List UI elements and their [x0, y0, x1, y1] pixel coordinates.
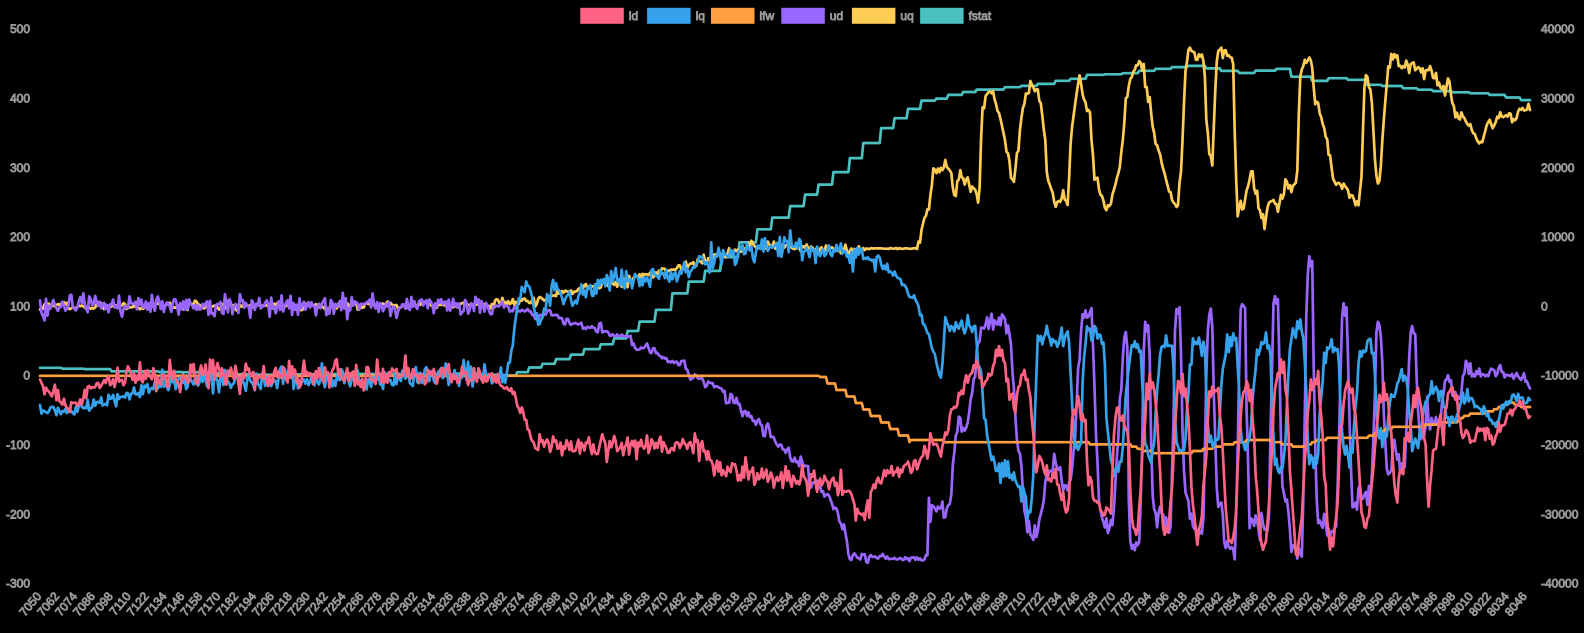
- svg-text:10000: 10000: [1541, 230, 1575, 244]
- svg-text:0: 0: [23, 369, 30, 383]
- svg-text:ud: ud: [830, 9, 843, 23]
- svg-text:300: 300: [10, 161, 30, 175]
- svg-text:-200: -200: [6, 507, 30, 521]
- svg-text:-10000: -10000: [1541, 369, 1579, 383]
- svg-text:20000: 20000: [1541, 161, 1575, 175]
- svg-text:-20000: -20000: [1541, 438, 1579, 452]
- svg-text:id: id: [629, 9, 638, 23]
- svg-text:-100: -100: [6, 438, 30, 452]
- svg-text:100: 100: [10, 299, 30, 313]
- svg-text:400: 400: [10, 91, 30, 105]
- svg-text:-300: -300: [6, 577, 30, 591]
- svg-text:40000: 40000: [1541, 22, 1575, 36]
- svg-text:fstat: fstat: [969, 9, 992, 23]
- svg-text:200: 200: [10, 230, 30, 244]
- svg-text:ifw: ifw: [760, 9, 775, 23]
- svg-text:-40000: -40000: [1541, 577, 1579, 591]
- svg-text:0: 0: [1541, 299, 1548, 313]
- svg-text:uq: uq: [900, 9, 913, 23]
- svg-text:500: 500: [10, 22, 30, 36]
- svg-text:iq: iq: [696, 9, 705, 23]
- svg-text:30000: 30000: [1541, 91, 1575, 105]
- svg-text:-30000: -30000: [1541, 507, 1579, 521]
